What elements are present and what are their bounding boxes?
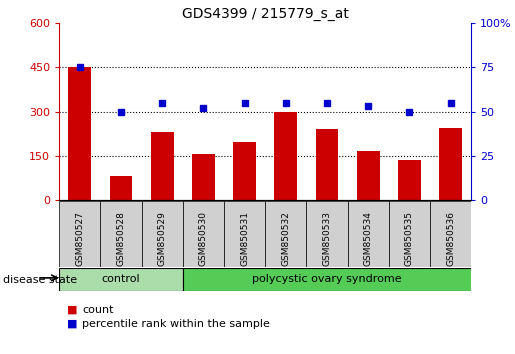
Bar <box>59 201 100 267</box>
Text: count: count <box>82 305 114 315</box>
Text: GSM850535: GSM850535 <box>405 211 414 266</box>
Text: GSM850529: GSM850529 <box>158 211 167 266</box>
Bar <box>68 67 91 200</box>
Bar <box>348 201 389 267</box>
Text: GSM850528: GSM850528 <box>116 211 126 266</box>
Bar <box>430 201 471 267</box>
Text: GSM850534: GSM850534 <box>364 211 373 266</box>
Bar <box>439 128 462 200</box>
Bar <box>233 142 256 200</box>
Bar <box>265 201 306 267</box>
Text: ■: ■ <box>67 319 77 329</box>
Bar <box>142 201 183 267</box>
Bar <box>151 132 174 200</box>
Text: percentile rank within the sample: percentile rank within the sample <box>82 319 270 329</box>
Bar <box>183 268 492 291</box>
Bar <box>274 112 297 200</box>
Text: GSM850532: GSM850532 <box>281 211 290 266</box>
Text: disease state: disease state <box>3 275 77 285</box>
Text: GSM850536: GSM850536 <box>446 211 455 266</box>
Bar <box>192 154 215 200</box>
Bar <box>357 152 380 200</box>
Text: ■: ■ <box>67 305 77 315</box>
Bar <box>100 201 142 267</box>
Text: control: control <box>102 274 140 285</box>
Bar <box>398 160 421 200</box>
Text: GSM850527: GSM850527 <box>75 211 84 266</box>
Text: polycystic ovary syndrome: polycystic ovary syndrome <box>252 274 402 285</box>
Text: GSM850533: GSM850533 <box>322 211 332 266</box>
Text: GSM850530: GSM850530 <box>199 211 208 266</box>
Bar <box>110 176 132 200</box>
Bar <box>389 201 430 267</box>
Bar <box>316 129 338 200</box>
Bar <box>224 201 265 267</box>
Bar <box>59 268 183 291</box>
Bar <box>183 201 224 267</box>
Bar <box>306 201 348 267</box>
Text: GSM850531: GSM850531 <box>240 211 249 266</box>
Title: GDS4399 / 215779_s_at: GDS4399 / 215779_s_at <box>182 7 349 21</box>
